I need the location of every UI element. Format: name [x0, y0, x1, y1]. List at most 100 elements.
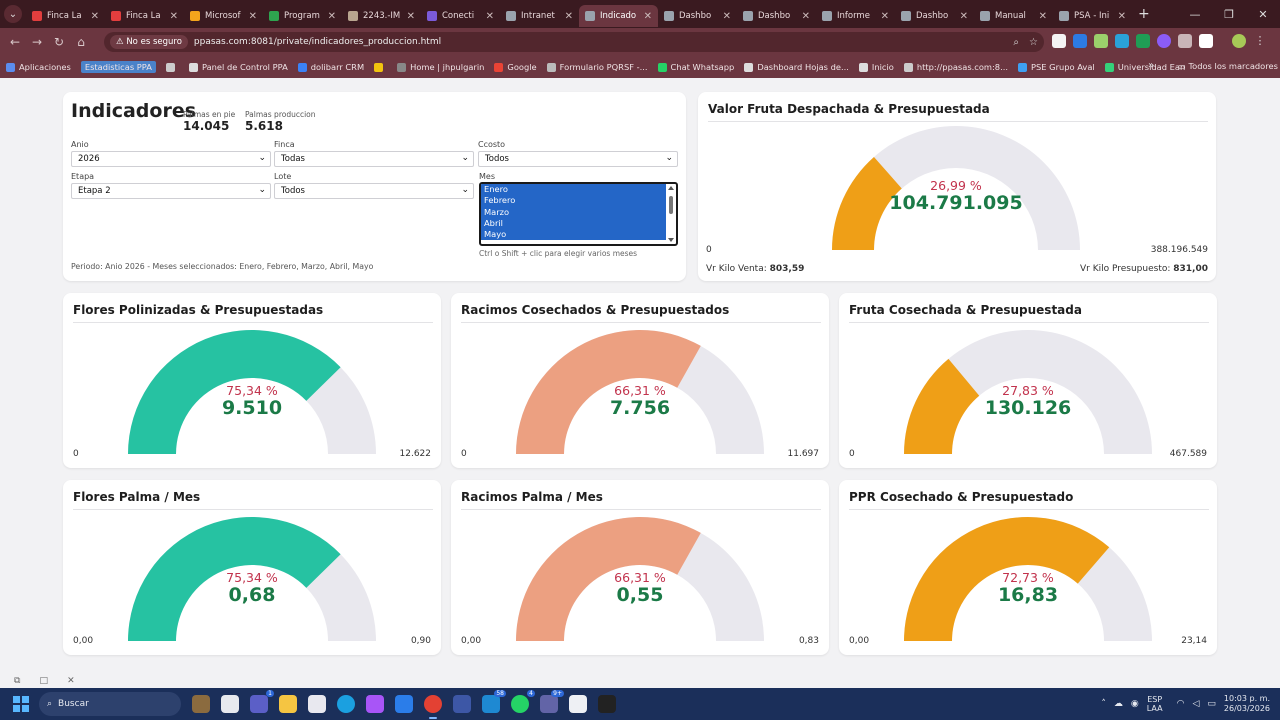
- address-bar[interactable]: ⚠ No es seguro ppasas.com:8081/private/i…: [104, 32, 1044, 52]
- minimize-icon[interactable]: —: [1189, 7, 1201, 21]
- puzzle-icon[interactable]: [1178, 34, 1192, 48]
- mes-scrollbar[interactable]: [668, 186, 674, 242]
- tab-close-icon[interactable]: ✕: [90, 10, 99, 22]
- mes-option[interactable]: Enero: [481, 184, 666, 196]
- teams-icon[interactable]: 1: [250, 690, 274, 713]
- tab-close-icon[interactable]: ✕: [959, 10, 968, 22]
- browser-tab[interactable]: 2243.-IM ✕: [342, 5, 421, 27]
- battery-icon[interactable]: ▭: [1207, 699, 1216, 709]
- bookmark-star-icon[interactable]: ☆: [1029, 36, 1038, 48]
- tab-close-icon[interactable]: ✕: [801, 10, 810, 22]
- tab-close-icon[interactable]: ✕: [1117, 10, 1126, 22]
- close-window-icon[interactable]: ✕: [1258, 7, 1268, 21]
- tab-search-icon[interactable]: ⌄: [4, 5, 22, 23]
- bookmark-item[interactable]: Home | jhpulgarin: [397, 62, 484, 72]
- whatsapp-icon[interactable]: 4: [511, 690, 535, 713]
- edge-icon[interactable]: [337, 695, 355, 713]
- widgets-icon[interactable]: [192, 695, 210, 713]
- mes-option[interactable]: Marzo: [481, 206, 666, 218]
- maximize-icon[interactable]: ❐: [1224, 7, 1234, 21]
- tab-close-icon[interactable]: ✕: [248, 10, 257, 22]
- outlook-icon[interactable]: 58: [482, 690, 506, 713]
- new-tab-icon[interactable]: +: [1138, 6, 1150, 22]
- url-text[interactable]: ppasas.com:8081/private/indicadores_prod…: [193, 37, 442, 47]
- browser-tab[interactable]: PSA - Ini ✕: [1053, 5, 1132, 27]
- start-button[interactable]: [13, 696, 29, 712]
- task-view-icon[interactable]: [221, 695, 239, 713]
- extension-icon[interactable]: [1157, 34, 1171, 48]
- browser-tab[interactable]: Finca La ✕: [26, 5, 105, 27]
- extension-icon[interactable]: [1073, 34, 1087, 48]
- menu-icon[interactable]: ⋮: [1254, 34, 1266, 47]
- browser-tab[interactable]: Dashbo ✕: [737, 5, 816, 27]
- mes-option[interactable]: Febrero: [481, 195, 666, 207]
- tab-close-icon[interactable]: ✕: [722, 10, 731, 22]
- zoom-icon[interactable]: ⌕: [1013, 36, 1020, 48]
- bookmark-item[interactable]: Universidad Ean: [1104, 62, 1185, 72]
- tab-close-icon[interactable]: ✕: [327, 10, 336, 22]
- back-icon[interactable]: ←: [9, 35, 21, 49]
- lote-select[interactable]: Todos ⌄: [274, 183, 474, 199]
- profile-avatar[interactable]: [1232, 34, 1246, 48]
- home-icon[interactable]: ⌂: [77, 35, 85, 49]
- tab-close-icon[interactable]: ✕: [485, 10, 494, 22]
- bookmark-item[interactable]: Dashboard Hojas de...: [744, 62, 849, 72]
- security-chip[interactable]: ⚠ No es seguro: [110, 35, 188, 49]
- square-icon[interactable]: □: [39, 676, 49, 686]
- extension-icon[interactable]: [1115, 34, 1129, 48]
- wifi-icon[interactable]: ◠: [1176, 699, 1185, 709]
- browser-tab[interactable]: Intranet ✕: [500, 5, 579, 27]
- close-icon[interactable]: ✕: [67, 676, 75, 686]
- finca-select[interactable]: Todas ⌄: [274, 151, 474, 167]
- browser-tab[interactable]: Program ✕: [263, 5, 342, 27]
- browser-tab[interactable]: Dashbo ✕: [658, 5, 737, 27]
- browser-tab[interactable]: Microsof ✕: [184, 5, 263, 27]
- bookmark-item[interactable]: Inicio: [858, 62, 894, 72]
- file-explorer-icon[interactable]: [279, 695, 297, 713]
- tab-close-icon[interactable]: ✕: [1038, 10, 1047, 22]
- language-indicator[interactable]: ESP LAA: [1147, 695, 1163, 713]
- mes-multiselect[interactable]: Enero Febrero Marzo Abril Mayo: [479, 182, 678, 246]
- bookmark-item[interactable]: [165, 62, 179, 72]
- clock[interactable]: 10:03 p. m. 26/03/2026: [1224, 694, 1270, 714]
- bookmark-item[interactable]: http://ppasas.com:8...: [903, 62, 1008, 72]
- extension-icon[interactable]: [1052, 34, 1066, 48]
- browser-tab[interactable]: Finca La ✕: [105, 5, 184, 27]
- bookmark-item[interactable]: Estadisticas PPA: [80, 61, 156, 73]
- taskbar-search[interactable]: ⌕ Buscar: [39, 692, 181, 716]
- all-bookmarks-folder[interactable]: ▭ Todos los marcadores: [1178, 61, 1278, 71]
- notepad-icon[interactable]: [569, 695, 587, 713]
- cloud-icon[interactable]: ☁: [1113, 699, 1123, 709]
- browser-tab[interactable]: Indicado ✕: [579, 5, 658, 27]
- bookmark-item[interactable]: [374, 62, 387, 72]
- sidebar-icon[interactable]: [1199, 34, 1213, 48]
- teams-chat-icon[interactable]: 9+: [540, 690, 564, 713]
- tab-close-icon[interactable]: ✕: [406, 10, 415, 22]
- browser-tab[interactable]: Manual ✕: [974, 5, 1053, 27]
- bookmark-item[interactable]: Google: [494, 62, 537, 72]
- browser-tab[interactable]: Dashbo ✕: [895, 5, 974, 27]
- mes-option[interactable]: Mayo: [481, 229, 666, 241]
- bookmark-item[interactable]: Chat Whatsapp: [657, 62, 734, 72]
- anio-select[interactable]: 2026 ⌄: [71, 151, 271, 167]
- app-icon[interactable]: [453, 695, 471, 713]
- forward-icon[interactable]: →: [31, 35, 43, 49]
- store-icon[interactable]: [308, 695, 326, 713]
- browser-tab[interactable]: Conecti ✕: [421, 5, 500, 27]
- security-icon[interactable]: ◉: [1130, 699, 1139, 709]
- chrome-icon[interactable]: [424, 695, 442, 719]
- copilot-icon[interactable]: [366, 695, 384, 713]
- mail-icon[interactable]: [395, 695, 413, 713]
- reload-icon[interactable]: ↻: [53, 35, 65, 49]
- tab-close-icon[interactable]: ✕: [564, 10, 573, 22]
- extension-icon[interactable]: [1136, 34, 1150, 48]
- bookmark-item[interactable]: Panel de Control PPA: [188, 62, 288, 72]
- etapa-select[interactable]: Etapa 2 ⌄: [71, 183, 271, 199]
- volume-icon[interactable]: ◁: [1192, 699, 1200, 709]
- chevron-up-icon[interactable]: ˄: [1101, 699, 1106, 709]
- tab-close-icon[interactable]: ✕: [643, 10, 652, 22]
- browser-tab[interactable]: Informe ✕: [816, 5, 895, 27]
- bookmark-item[interactable]: dolibarr CRM: [297, 62, 364, 72]
- extension-icon[interactable]: [1094, 34, 1108, 48]
- tab-close-icon[interactable]: ✕: [880, 10, 889, 22]
